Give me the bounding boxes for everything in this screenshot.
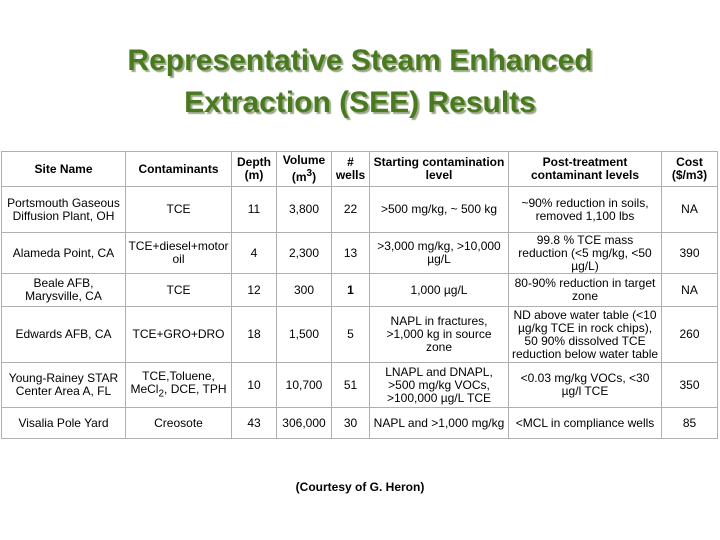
- cell-contaminants: TCE+diesel+motor oil: [125, 232, 232, 274]
- cell-cost: 350: [661, 362, 718, 408]
- cell-volume: 306,000: [276, 407, 332, 439]
- header-depth: Depth (m): [231, 151, 277, 187]
- table-row: Young-Rainey STAR Center Area A, FL TCE,…: [1, 362, 718, 408]
- header-site-name: Site Name: [1, 151, 126, 187]
- cell-volume: 10,700: [276, 362, 332, 408]
- cell-site: Beale AFB, Marysville, CA: [1, 273, 126, 307]
- cell-site: Edwards AFB, CA: [1, 306, 126, 363]
- cell-post: 80-90% reduction in target zone: [508, 273, 662, 307]
- cell-starting: 1,000 µg/L: [369, 273, 509, 307]
- cell-post: 99.8 % TCE mass reduction (<5 mg/kg, <50…: [508, 232, 662, 274]
- cell-wells: 13: [331, 232, 370, 274]
- cell-starting: LNAPL and DNAPL, >500 mg/kg VOCs, >100,0…: [369, 362, 509, 408]
- header-volume-sup: 3: [306, 168, 313, 179]
- header-post-treatment: Post-treatment contaminant levels: [508, 151, 662, 187]
- cell-starting: NAPL and >1,000 mg/kg: [369, 407, 509, 439]
- cell-site: Alameda Point, CA: [1, 232, 126, 274]
- cell-post: ~90% reduction in soils, removed 1,100 l…: [508, 186, 662, 233]
- header-volume-text: Volume (m: [282, 153, 326, 184]
- cell-volume: 2,300: [276, 232, 332, 274]
- cell-contaminants: TCE: [125, 186, 232, 233]
- cell-volume: 3,800: [276, 186, 332, 233]
- table-header-row: Site Name Contaminants Depth (m) Volume …: [1, 151, 718, 187]
- cell-volume: 1,500: [276, 306, 332, 363]
- cell-wells: 22: [331, 186, 370, 233]
- cell-cost: NA: [661, 186, 718, 233]
- cell-starting: >500 mg/kg, ~ 500 kg: [369, 186, 509, 233]
- cell-site: Portsmouth Gaseous Diffusion Plant, OH: [1, 186, 126, 233]
- cell-volume: 300: [276, 273, 332, 307]
- cell-wells: 1: [331, 273, 370, 307]
- cell-post: <MCL in compliance wells: [508, 407, 662, 439]
- cell-contaminants-sub: 2: [158, 388, 165, 400]
- cell-contaminants: Creosote: [125, 407, 232, 439]
- cell-post: <0.03 mg/kg VOCs, <30 µg/l TCE: [508, 362, 662, 408]
- header-wells: # wells: [331, 151, 370, 187]
- cell-starting: NAPL in fractures, >1,000 kg in source z…: [369, 306, 509, 363]
- table-row: Beale AFB, Marysville, CA TCE 12 300 1 1…: [1, 273, 718, 307]
- header-volume: Volume (m3): [276, 151, 332, 187]
- cell-starting: >3,000 mg/kg, >10,000 µg/L: [369, 232, 509, 274]
- cell-depth: 12: [231, 273, 277, 307]
- table-row: Alameda Point, CA TCE+diesel+motor oil 4…: [1, 232, 718, 274]
- cell-wells: 30: [331, 407, 370, 439]
- cell-contaminants: TCE,Toluene, MeCl2, DCE, TPH: [125, 362, 232, 408]
- cell-wells: 51: [331, 362, 370, 408]
- courtesy-caption: (Courtesy of G. Heron): [295, 480, 425, 494]
- cell-cost: 85: [661, 407, 718, 439]
- table-row: Visalia Pole Yard Creosote 43 306,000 30…: [1, 407, 718, 439]
- header-contaminants: Contaminants: [125, 151, 232, 187]
- header-volume-close: ): [312, 170, 317, 184]
- cell-contaminants: TCE: [125, 273, 232, 307]
- results-table: Site Name Contaminants Depth (m) Volume …: [1, 151, 718, 439]
- cell-depth: 18: [231, 306, 277, 363]
- table-row: Edwards AFB, CA TCE+GRO+DRO 18 1,500 5 N…: [1, 306, 718, 363]
- cell-contaminants-rest: , DCE, TPH: [164, 381, 227, 396]
- cell-cost: 260: [661, 306, 718, 363]
- cell-post: ND above water table (<10 µg/kg TCE in r…: [508, 306, 662, 363]
- cell-site: Young-Rainey STAR Center Area A, FL: [1, 362, 126, 408]
- cell-wells: 5: [331, 306, 370, 363]
- cell-cost: NA: [661, 273, 718, 307]
- cell-depth: 11: [231, 186, 277, 233]
- slide-title: Representative Steam Enhanced Extraction…: [0, 40, 720, 124]
- header-cost: Cost ($/m3): [661, 151, 718, 187]
- cell-cost: 390: [661, 232, 718, 274]
- cell-contaminants-text: TCE,Toluene, MeCl: [130, 368, 215, 396]
- cell-contaminants: TCE+GRO+DRO: [125, 306, 232, 363]
- title-line-1: Representative Steam Enhanced: [127, 44, 593, 77]
- cell-site: Visalia Pole Yard: [1, 407, 126, 439]
- cell-depth: 43: [231, 407, 277, 439]
- header-starting-level: Starting contamination level: [369, 151, 509, 187]
- cell-depth: 4: [231, 232, 277, 274]
- title-line-2: Extraction (SEE) Results: [184, 86, 536, 119]
- cell-depth: 10: [231, 362, 277, 408]
- table-row: Portsmouth Gaseous Diffusion Plant, OH T…: [1, 186, 718, 233]
